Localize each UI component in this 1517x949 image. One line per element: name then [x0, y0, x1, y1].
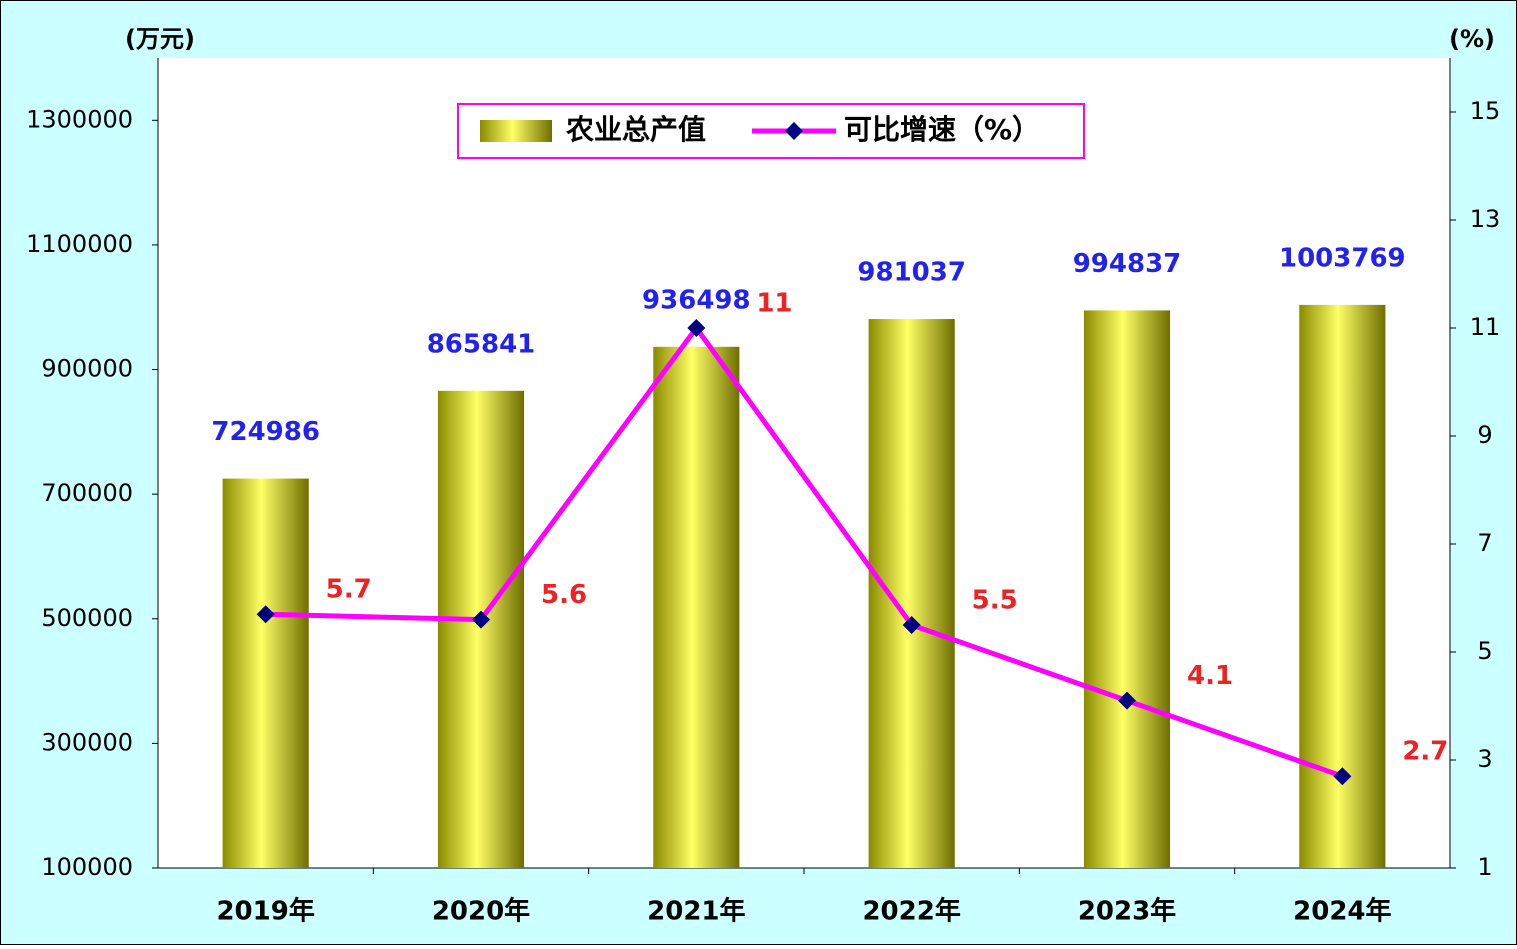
marker — [1333, 767, 1352, 786]
x-tick-label: 2024年 — [1293, 896, 1391, 927]
marker — [902, 616, 921, 634]
y2-tick-label: 1 — [1477, 853, 1492, 881]
bar-value-label: 936498 — [642, 285, 751, 315]
x-tick-label: 2019年 — [216, 896, 314, 927]
y2-tick-label: 13 — [1470, 205, 1501, 233]
y-tick-label: 900000 — [41, 355, 133, 383]
marker — [687, 319, 706, 337]
y-tick-label: 300000 — [41, 728, 133, 756]
bar — [1083, 310, 1171, 868]
x-tick-label: 2021年 — [647, 896, 745, 927]
y2-tick-label: 11 — [1470, 313, 1501, 341]
marker — [256, 605, 275, 624]
line-value-label: 11 — [756, 289, 792, 319]
bar-value-label: 865841 — [427, 329, 536, 359]
line-value-label: 5.7 — [326, 575, 372, 605]
bar-value-label: 981037 — [857, 258, 966, 288]
bar — [653, 346, 740, 869]
x-tick-label: 2020年 — [432, 896, 530, 927]
x-tick-label: 2022年 — [862, 896, 960, 927]
line — [265, 323, 1344, 779]
y-tick-label: 100000 — [41, 853, 133, 881]
y2-tick-label: 15 — [1470, 97, 1501, 125]
y2-tick-label: 3 — [1477, 745, 1492, 773]
line-value-label: 2.7 — [1402, 737, 1448, 767]
y-tick-label: 700000 — [41, 479, 133, 507]
line-value-label: 5.5 — [972, 586, 1018, 616]
line-value-label: 4.1 — [1187, 661, 1233, 691]
legend-label: 可比增速（%） — [844, 113, 1040, 146]
y-tick-label: 1100000 — [26, 230, 133, 258]
marker — [1118, 691, 1136, 710]
y-tick-label: 1300000 — [26, 105, 133, 133]
plot-area — [158, 58, 1450, 868]
bar-value-label: 1003769 — [1279, 243, 1406, 273]
bar — [868, 319, 955, 869]
legend-marker — [785, 122, 803, 140]
y2-tick-label: 5 — [1477, 637, 1492, 665]
y-tick-label: 500000 — [41, 604, 133, 632]
y2-tick-label: 7 — [1477, 529, 1492, 557]
bar — [437, 390, 525, 868]
y2-tick-label: 9 — [1477, 421, 1492, 449]
legend-label: 农业总产值 — [565, 113, 706, 146]
y2-axis-label: (%) — [1449, 25, 1495, 53]
bar-value-label: 724986 — [211, 417, 320, 447]
x-tick-label: 2023年 — [1078, 896, 1176, 927]
marker — [472, 610, 490, 629]
y-axis-label: (万元) — [125, 25, 195, 53]
legend-swatch — [480, 120, 552, 142]
line-value-label: 5.6 — [541, 580, 587, 610]
bar — [222, 478, 309, 868]
bar-value-label: 994837 — [1073, 249, 1182, 279]
